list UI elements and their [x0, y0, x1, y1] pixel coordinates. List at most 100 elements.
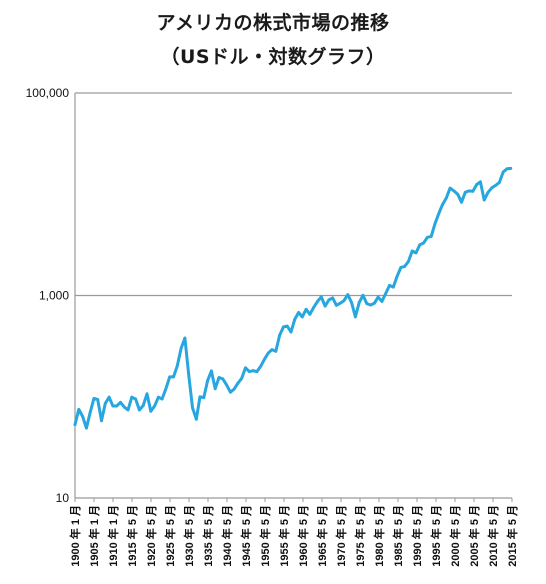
- data-point: [410, 249, 414, 253]
- data-point: [312, 306, 316, 309]
- data-point: [107, 395, 111, 399]
- x-tick-label: 1940 年 5 月: [220, 505, 234, 567]
- data-point: [77, 408, 81, 411]
- y-tick-label: 1,000: [39, 289, 69, 303]
- data-point: [160, 397, 164, 401]
- data-point: [304, 307, 308, 311]
- x-tick-label: 1975 年 5 月: [353, 505, 367, 567]
- data-point: [183, 336, 187, 340]
- data-point: [323, 304, 327, 308]
- data-point: [122, 405, 126, 409]
- x-tick-label: 2000 年 5 月: [448, 505, 462, 567]
- data-point: [463, 190, 467, 194]
- data-point: [138, 408, 141, 412]
- x-tick-label: 1985 年 5 月: [391, 505, 405, 567]
- data-point: [338, 301, 342, 305]
- data-point: [308, 312, 312, 316]
- x-tick-label: 1920 年 5 月: [144, 505, 158, 567]
- data-point: [482, 198, 486, 202]
- data-point: [213, 387, 217, 391]
- data-point: [471, 189, 475, 193]
- x-tick-label: 1910 年 1 月: [106, 505, 120, 567]
- data-point: [157, 395, 160, 399]
- data-point: [130, 395, 134, 399]
- x-tick-label: 1980 年 5 月: [372, 505, 386, 567]
- data-point: [126, 408, 130, 412]
- data-point: [278, 334, 281, 337]
- data-point: [407, 260, 410, 263]
- x-tick-label: 1925 年 5 月: [163, 505, 177, 567]
- data-point: [255, 370, 259, 373]
- x-tick-label: 2005 年 5 月: [467, 505, 481, 567]
- data-point: [285, 324, 289, 328]
- data-point: [229, 390, 232, 394]
- data-point: [270, 348, 274, 351]
- data-point: [282, 325, 285, 329]
- x-tick-label: 1930 年 5 月: [182, 505, 196, 567]
- x-tick-label: 1905 年 1 月: [87, 505, 101, 567]
- data-point: [388, 284, 391, 287]
- data-point: [198, 395, 202, 399]
- data-point: [232, 387, 236, 391]
- data-point: [448, 186, 452, 190]
- data-point: [263, 357, 266, 361]
- data-point: [210, 369, 213, 373]
- data-point: [300, 315, 304, 319]
- data-point: [187, 373, 191, 377]
- data-point: [172, 375, 175, 379]
- axes: [74, 93, 512, 499]
- x-tick-label: 1995 年 5 月: [429, 505, 443, 567]
- data-point: [111, 404, 115, 408]
- data-point: [437, 212, 441, 215]
- x-tick-label: 1970 年 5 月: [334, 505, 348, 567]
- data-point: [119, 401, 122, 404]
- data-point: [88, 411, 92, 414]
- data-point: [505, 167, 509, 171]
- data-point: [225, 383, 229, 387]
- data-point: [217, 376, 221, 379]
- x-tick-label: 1965 年 5 月: [315, 505, 329, 567]
- data-point: [289, 330, 293, 334]
- data-point: [259, 364, 263, 368]
- data-point: [274, 349, 278, 353]
- data-point: [92, 397, 96, 400]
- data-point: [85, 426, 88, 430]
- data-point: [134, 397, 138, 401]
- data-point: [384, 292, 388, 295]
- data-point: [418, 243, 422, 247]
- data-point: [414, 251, 418, 255]
- data-point: [452, 189, 456, 193]
- data-point: [456, 192, 460, 196]
- data-point: [429, 235, 433, 238]
- x-tick-label: 1900 年 1 月: [68, 505, 82, 567]
- data-point: [221, 377, 225, 381]
- data-point: [175, 364, 179, 368]
- data-point: [346, 293, 350, 296]
- y-tick-labels: 10 1,000 100,000: [26, 86, 70, 505]
- x-tick-label: 2015 年 5 月: [505, 505, 519, 567]
- data-point: [354, 315, 357, 319]
- series-line: [73, 166, 513, 430]
- x-tick-labels: 1900 年 1 月 1905 年 1 月 1910 年 1 月 1915 年 5 月…: [68, 498, 519, 567]
- data-point: [498, 181, 501, 184]
- data-point: [179, 347, 183, 350]
- data-point: [433, 222, 437, 226]
- data-point: [191, 406, 194, 410]
- data-point: [206, 379, 210, 383]
- data-point: [376, 295, 380, 299]
- data-point: [103, 402, 107, 405]
- data-point: [236, 381, 240, 385]
- data-point: [357, 301, 361, 304]
- x-tick-label: 1960 年 5 月: [296, 505, 310, 567]
- data-point: [297, 311, 300, 314]
- x-tick-label: 1945 年 5 月: [239, 505, 253, 567]
- grid-lines: [75, 92, 512, 297]
- data-point: [395, 274, 399, 278]
- data-point: [194, 417, 198, 421]
- data-point: [350, 301, 353, 304]
- x-tick-label: 1915 年 5 月: [125, 505, 139, 567]
- chart-title-line-1: アメリカの株式市場の推移: [156, 12, 390, 34]
- chart-title-line-2: （USドル・対数グラフ）: [160, 46, 386, 68]
- data-point: [100, 419, 103, 423]
- data-point: [399, 266, 403, 269]
